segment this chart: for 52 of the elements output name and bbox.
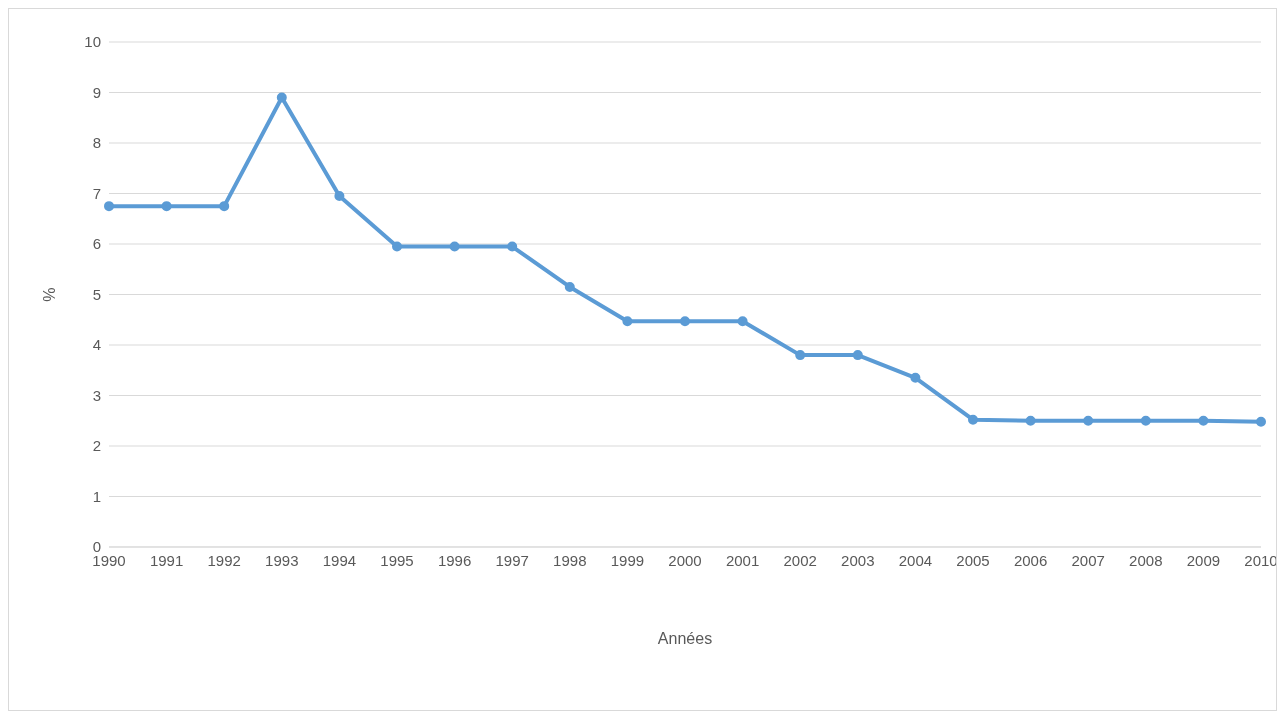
- point: [449, 241, 460, 252]
- point: [392, 241, 402, 252]
- y-axis-title: %: [40, 287, 58, 302]
- x-tick-label: 2008: [1129, 551, 1163, 569]
- x-tick-label: 2000: [668, 551, 702, 569]
- x-tick-label: 1996: [437, 551, 472, 569]
- x-tick-label: 2003: [841, 551, 875, 569]
- point: [1083, 415, 1094, 426]
- x-tick-label: 2002: [783, 551, 817, 569]
- y-tick-label: 9: [92, 83, 101, 101]
- x-tick-label: 1998: [553, 551, 587, 569]
- point: [1140, 415, 1151, 426]
- y-tick-label: 2: [92, 437, 101, 455]
- x-tick-label: 2005: [956, 551, 990, 569]
- point: [161, 201, 172, 212]
- point: [1025, 415, 1036, 426]
- point: [334, 191, 345, 202]
- point: [795, 350, 806, 361]
- point: [276, 92, 287, 103]
- y-tick-label: 3: [92, 386, 101, 404]
- x-tick-label: 1993: [265, 551, 299, 569]
- y-tick-label: 7: [92, 184, 101, 202]
- point: [1256, 416, 1266, 427]
- x-tick-label: 2009: [1186, 551, 1221, 569]
- point: [564, 281, 575, 292]
- point: [219, 201, 230, 212]
- x-tick-label: 1992: [207, 551, 241, 569]
- y-tick-label: 4: [92, 336, 101, 354]
- x-tick-label: 2001: [725, 551, 760, 569]
- y-tick-label: 10: [84, 33, 101, 51]
- point: [1198, 415, 1209, 426]
- y-tick-label: 6: [92, 235, 101, 253]
- x-axis-title: Années: [657, 630, 713, 647]
- y-tick-label: 1: [92, 487, 101, 505]
- y-tick-label: 5: [92, 285, 101, 303]
- y-tick-label: 8: [92, 134, 101, 152]
- x-tick-label: 1995: [380, 551, 414, 569]
- point: [622, 316, 633, 327]
- point: [910, 372, 921, 383]
- point: [852, 350, 863, 361]
- x-tick-label: 1997: [495, 551, 529, 569]
- x-tick-label: 2006: [1013, 551, 1048, 569]
- x-tick-label: 1999: [610, 551, 645, 569]
- x-tick-label: 1994: [322, 551, 357, 569]
- point: [968, 414, 978, 425]
- point: [507, 241, 518, 252]
- point: [737, 316, 748, 327]
- x-tick-label: 1991: [149, 551, 184, 569]
- point: [680, 316, 690, 327]
- x-tick-label: 2004: [898, 551, 933, 569]
- x-tick-label: 2007: [1071, 551, 1105, 569]
- point: [104, 201, 114, 212]
